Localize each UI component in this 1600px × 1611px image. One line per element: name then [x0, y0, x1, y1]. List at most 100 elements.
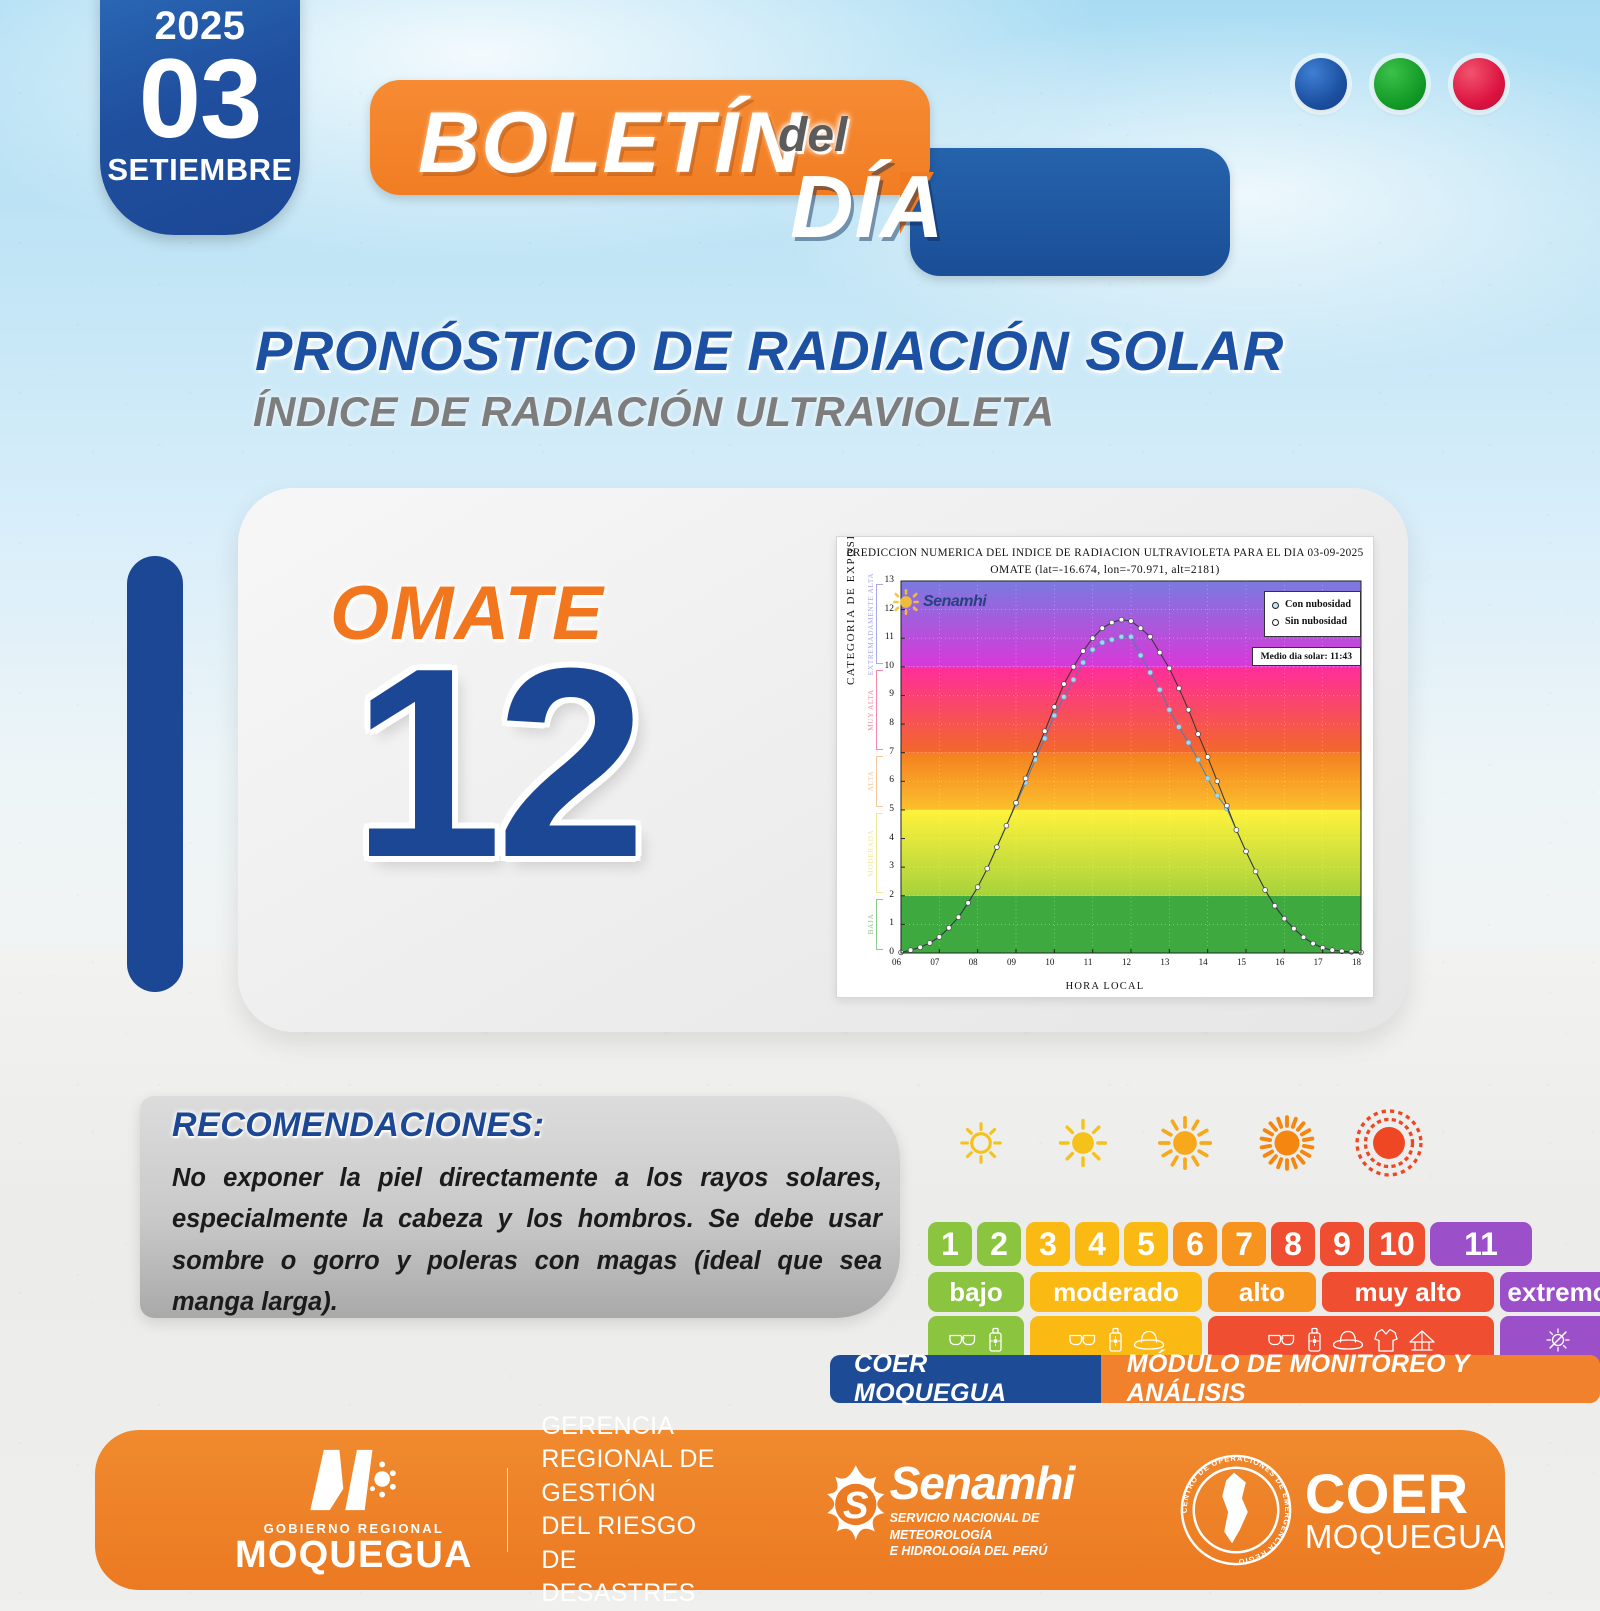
chart-point: [926, 940, 933, 946]
chart-point: [1204, 754, 1211, 760]
chart-y-tick: 5: [889, 803, 894, 814]
chart-x-tick: 16: [1275, 957, 1285, 967]
chart-point: [1042, 728, 1048, 734]
chart-x-tick: 12: [1122, 957, 1131, 967]
chart-point: [1051, 704, 1058, 710]
chart-point: [1080, 648, 1086, 654]
recommendations-card: [140, 1096, 900, 1318]
uv-forecast-chart: PREDICCION NUMERICA DEL INDICE DE RADIAC…: [836, 536, 1374, 998]
chart-point: [1348, 949, 1355, 955]
chart-x-tick: 13: [1160, 957, 1170, 967]
chart-point: [984, 865, 991, 872]
chart-point: [1272, 903, 1278, 909]
chart-point: [1214, 778, 1221, 785]
uv-sun-icons: [930, 1106, 1440, 1180]
chart-category-bracket: [876, 584, 883, 664]
chart-point: [955, 914, 962, 920]
sunglasses-icon: [1267, 1334, 1294, 1346]
chart-y-tick: 1: [889, 918, 894, 929]
chart-band-baja: [901, 895, 1361, 953]
chart-point: [1166, 707, 1173, 713]
chart-point: [1195, 731, 1201, 737]
footer-divider: [506, 1468, 508, 1552]
chart-point: [1032, 751, 1038, 757]
chart-category-label: MODERADA: [867, 829, 875, 877]
chart-point: [1262, 887, 1268, 893]
del-label: del: [778, 109, 848, 162]
legend-label: Con nubosidad: [1285, 599, 1351, 610]
chart-point: [1329, 947, 1336, 953]
chart-point: [1310, 940, 1316, 947]
footer-bar: GOBIERNO REGIONAL MOQUEGUA GERENCIA REGI…: [95, 1412, 1505, 1607]
chart-point: [1252, 868, 1259, 875]
hat-icon: [1133, 1330, 1164, 1350]
legend-marker-icon: [1272, 618, 1280, 626]
chart-x-tick: 09: [1007, 957, 1016, 967]
coer-seal-icon: CENTRO DE OPERACIONES DE EMERGENCIA REGI…: [1177, 1451, 1292, 1566]
legend-item-sin-nubosidad: Sin nubosidad: [1272, 614, 1351, 631]
sun-medium-icon-slot: [1032, 1109, 1134, 1177]
recommendations-title: RECOMENDACIONES:: [172, 1106, 545, 1144]
uv-category-muy-alto: muy alto: [1322, 1272, 1494, 1312]
chart-point: [1042, 735, 1048, 742]
chart-title: PREDICCION NUMERICA DEL INDICE DE RADIAC…: [846, 547, 1364, 559]
coer-banner-right: MÓDULO DE MONITOREO Y ANÁLISIS: [1100, 1350, 1600, 1407]
chart-point: [1118, 634, 1125, 640]
chart-y-tick: 10: [884, 660, 895, 671]
chart-y-tick: 0: [889, 947, 894, 957]
uv-number-7: 7: [1222, 1222, 1266, 1266]
chart-point: [1137, 652, 1144, 659]
chart-point: [1176, 685, 1182, 692]
sun-small-icon-slot: [930, 1112, 1032, 1174]
hat-icon: [1332, 1330, 1363, 1350]
senamhi-watermark: Senamhi: [893, 589, 987, 615]
no-sun-icon: [1546, 1328, 1570, 1352]
chart-point: [1013, 800, 1019, 806]
chart-point: [1137, 625, 1144, 631]
chart-point: [1185, 739, 1192, 746]
boletin-label: BOLETÍN: [418, 95, 803, 191]
dot-red-icon: [1453, 58, 1505, 110]
chart-point: [1061, 694, 1067, 700]
chart-y-tick: 3: [889, 861, 894, 872]
chart-y-tick: 7: [889, 746, 894, 757]
chart-point: [1128, 634, 1134, 640]
uv-number-3: 3: [1026, 1222, 1070, 1266]
chart-point: [1300, 934, 1307, 941]
grm-line-1: GERENCIA REGIONAL DE GESTIÓN: [541, 1411, 715, 1507]
legend-label: Sin nubosidad: [1285, 615, 1348, 627]
chart-x-tick: 15: [1237, 957, 1246, 967]
chart-point: [1128, 618, 1134, 624]
gore-main-label: MOQUEGUA: [235, 1534, 473, 1576]
chart-point: [1204, 775, 1211, 782]
chart-category-bracket: [876, 669, 883, 750]
uv-number-8: 8: [1271, 1222, 1315, 1266]
chart-x-tick: 10: [1045, 957, 1055, 967]
chart-category-label: EXTREMADAMENTE ALTA: [867, 572, 875, 676]
chart-category-bracket: [876, 812, 883, 893]
chart-band-muy-alta: [901, 666, 1361, 753]
chart-y-tick: 12: [884, 603, 895, 614]
chart-x-tick: 06: [892, 957, 901, 967]
chart-point: [1157, 649, 1163, 656]
chart-category-bracket: [876, 755, 883, 807]
uv-number-11: 11: [1430, 1222, 1532, 1266]
senamhi-desc-2: E HIDROLOGÍA DEL PERÚ: [889, 1544, 1048, 1559]
dot-blue-icon: [1295, 58, 1347, 110]
date-badge: 2025 03 SETIEMBRE: [100, 0, 300, 235]
coer-sub-label: MOQUEGUA: [1304, 1518, 1505, 1556]
chart-point: [1147, 634, 1153, 640]
chart-point: [1118, 616, 1125, 623]
chart-point: [1339, 948, 1345, 955]
senamhi-watermark-text: Senamhi: [923, 593, 987, 610]
accent-bar: [127, 556, 183, 992]
chart-x-axis-label: HORA LOCAL: [1065, 981, 1145, 992]
uv-number-9: 9: [1320, 1222, 1364, 1266]
uv-category-alto: alto: [1208, 1272, 1316, 1312]
chart-point: [946, 925, 952, 931]
chart-point: [917, 944, 923, 951]
uv-category-bajo: bajo: [928, 1272, 1024, 1312]
chart-point: [907, 947, 914, 953]
chart-y-tick: 6: [889, 775, 894, 786]
chart-subtitle: OMATE (lat=-16.674, lon=-70.971, alt=218…: [990, 564, 1220, 576]
